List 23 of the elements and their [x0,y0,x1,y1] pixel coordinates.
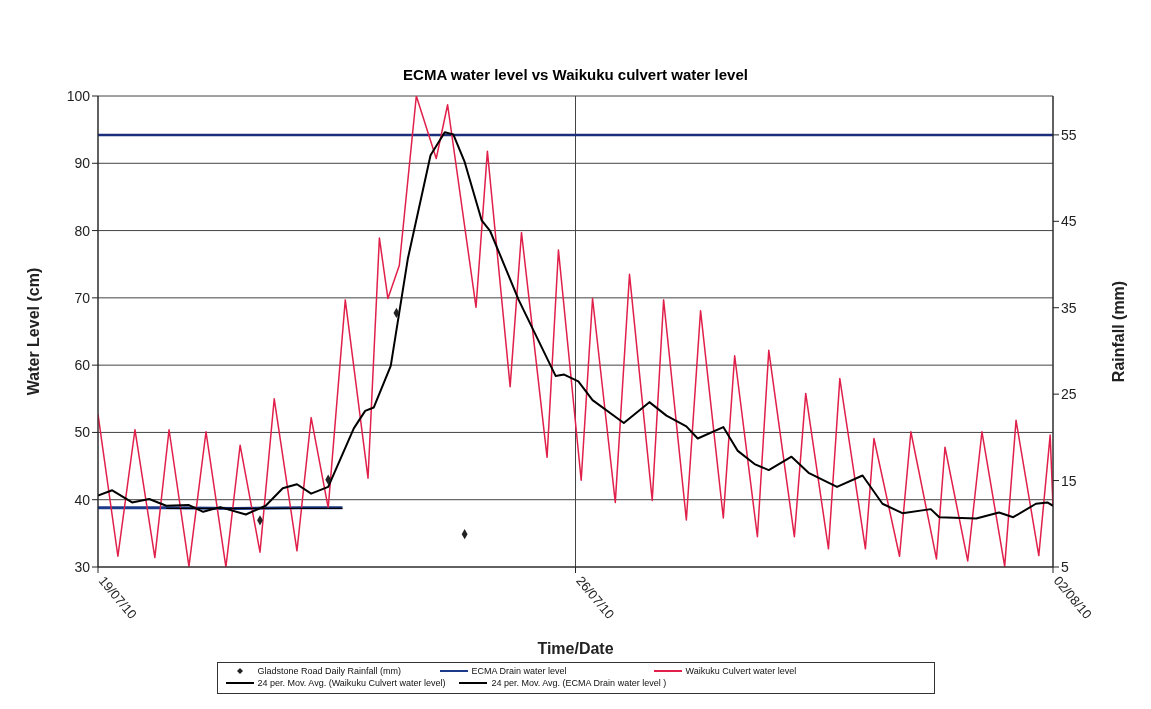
y-axis-title: Water Level (cm) [24,267,42,396]
y-tick-label: 30 [74,558,91,575]
y2-axis-title: Rainfall (mm) [1109,280,1127,383]
y2-tick-label: 25 [1061,386,1077,403]
y2-tick-label: 5 [1061,558,1069,575]
y-tick-label: 60 [74,357,91,374]
legend-label: ECMA Drain water level [471,666,567,676]
y2-tick-label: 35 [1061,299,1077,316]
chart-title: ECMA water level vs Waikuku culvert water level [402,65,749,85]
y-tick-label: 100 [66,87,91,104]
y-tick-label: 70 [74,289,91,306]
y2-tick-label: 15 [1061,472,1077,489]
y2-tick-label: 45 [1061,213,1077,230]
legend-label: 24 per. Mov. Avg. (Waikuku Culvert water level) [257,678,446,688]
y-tick-label: 80 [74,222,91,239]
y-tick-label: 40 [74,491,91,508]
x-axis-title: Time/Date [537,640,614,657]
y-tick-label: 90 [74,155,91,172]
y-tick-label: 50 [74,424,91,441]
legend-label: 24 per. Mov. Avg. (ECMA Drain water level ) [491,678,667,688]
legend-label: Gladstone Road Daily Rainfall (mm) [257,666,402,676]
y2-tick-label: 55 [1061,126,1077,143]
legend-label: Waikuku Culvert water level [685,666,797,676]
